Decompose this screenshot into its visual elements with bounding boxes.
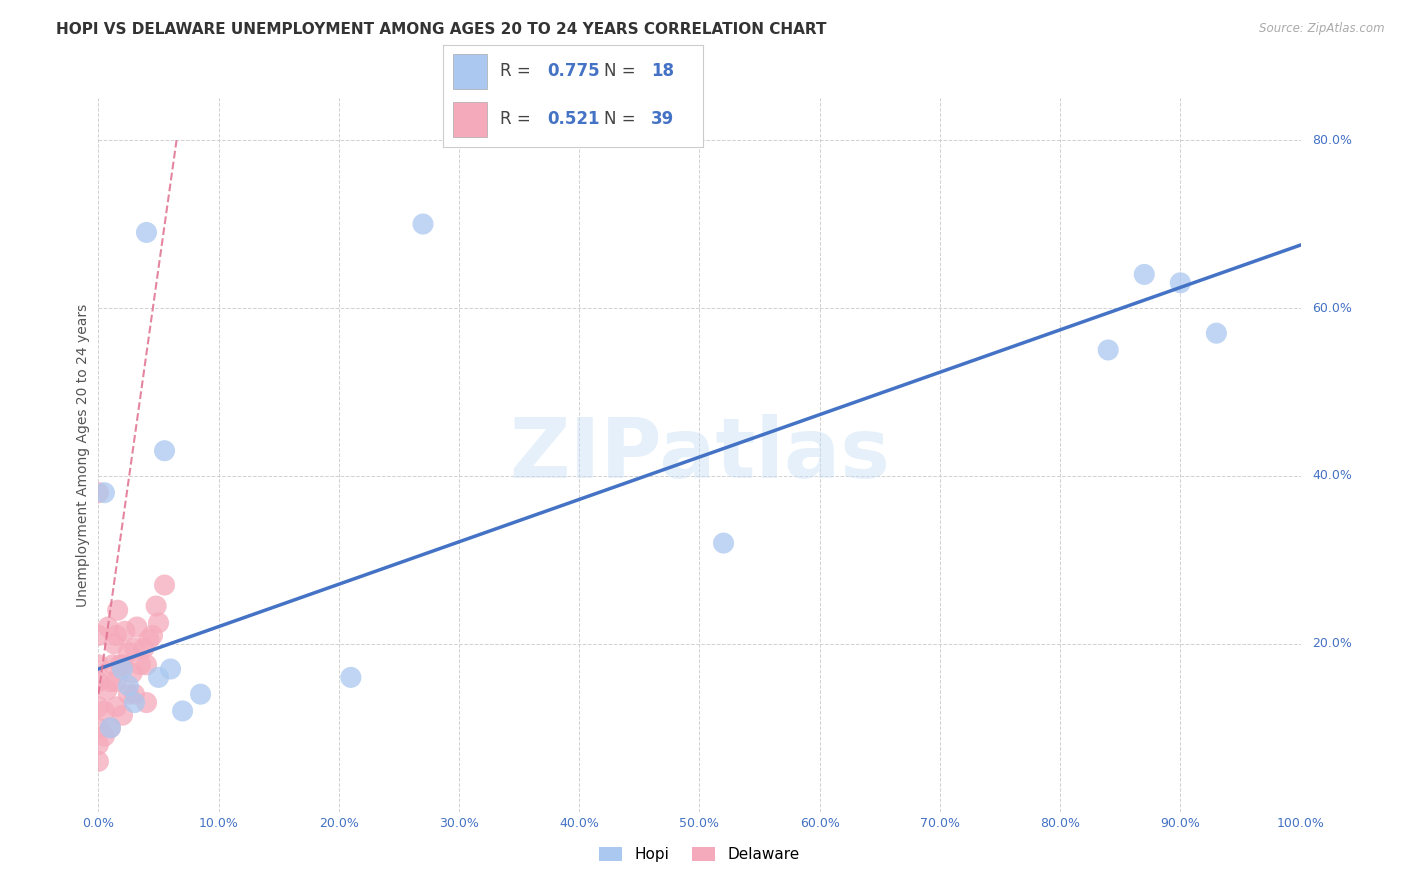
Y-axis label: Unemployment Among Ages 20 to 24 years: Unemployment Among Ages 20 to 24 years: [76, 303, 90, 607]
Point: [97, 620, 120, 634]
Point: [138, 632, 160, 647]
Point: [101, 657, 124, 672]
Point: [141, 628, 163, 642]
Point: [135, 696, 157, 710]
Point: [713, 536, 735, 550]
Point: [148, 615, 170, 630]
Point: [145, 599, 167, 613]
Point: [121, 666, 143, 681]
Point: [117, 645, 139, 659]
Point: [87, 485, 110, 500]
Text: 0.775: 0.775: [547, 62, 599, 79]
Point: [153, 578, 176, 592]
Point: [340, 670, 363, 684]
Point: [111, 657, 134, 672]
Text: 40.0%: 40.0%: [1313, 469, 1353, 483]
Point: [1205, 326, 1227, 341]
Point: [96, 683, 118, 698]
Text: 39: 39: [651, 110, 675, 128]
Text: R =: R =: [501, 110, 536, 128]
Point: [103, 637, 125, 651]
Point: [114, 624, 136, 639]
Point: [105, 628, 128, 642]
Point: [135, 657, 157, 672]
Point: [93, 729, 115, 743]
Point: [87, 738, 110, 752]
Point: [87, 628, 110, 642]
Text: 60.0%: 60.0%: [1313, 301, 1353, 315]
Point: [87, 657, 110, 672]
Point: [111, 708, 134, 723]
Text: 80.0%: 80.0%: [1313, 134, 1353, 146]
Point: [159, 662, 181, 676]
Point: [1133, 268, 1156, 282]
Point: [87, 755, 110, 769]
Point: [153, 443, 176, 458]
Point: [117, 687, 139, 701]
Point: [87, 721, 110, 735]
Point: [93, 485, 115, 500]
Bar: [453, 54, 486, 88]
Text: N =: N =: [605, 110, 641, 128]
Point: [100, 721, 122, 735]
Point: [105, 674, 128, 689]
Point: [129, 657, 152, 672]
Point: [100, 721, 122, 735]
Point: [135, 226, 157, 240]
Text: R =: R =: [501, 62, 536, 79]
Point: [111, 662, 134, 676]
Text: 20.0%: 20.0%: [1313, 637, 1353, 650]
Point: [148, 670, 170, 684]
Legend: Hopi, Delaware: Hopi, Delaware: [593, 840, 806, 868]
Text: HOPI VS DELAWARE UNEMPLOYMENT AMONG AGES 20 TO 24 YEARS CORRELATION CHART: HOPI VS DELAWARE UNEMPLOYMENT AMONG AGES…: [56, 22, 827, 37]
Point: [1097, 343, 1119, 357]
Text: 18: 18: [651, 62, 673, 79]
Point: [190, 687, 212, 701]
Text: 0.521: 0.521: [547, 110, 599, 128]
Text: ZIPatlas: ZIPatlas: [509, 415, 890, 495]
Text: N =: N =: [605, 62, 641, 79]
Point: [124, 696, 146, 710]
Point: [87, 674, 110, 689]
Text: Source: ZipAtlas.com: Source: ZipAtlas.com: [1260, 22, 1385, 36]
Point: [93, 704, 115, 718]
Point: [132, 640, 155, 655]
Point: [1170, 276, 1192, 290]
Point: [87, 699, 110, 714]
Point: [105, 699, 128, 714]
Point: [100, 674, 122, 689]
Point: [108, 657, 131, 672]
Point: [412, 217, 434, 231]
Point: [172, 704, 194, 718]
Point: [117, 679, 139, 693]
Bar: [453, 102, 486, 137]
Point: [124, 640, 146, 655]
Point: [107, 603, 129, 617]
Point: [125, 620, 148, 634]
Point: [124, 687, 146, 701]
